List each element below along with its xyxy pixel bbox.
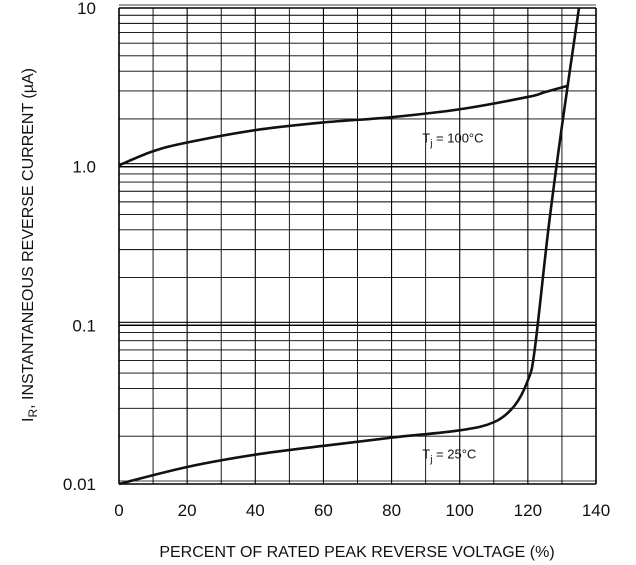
grid xyxy=(118,4,597,485)
x-tick-label: 100 xyxy=(446,501,474,520)
x-tick-label: 20 xyxy=(178,501,197,520)
annotations: Tj = 100°C Tj = 25°C xyxy=(422,131,483,466)
x-tick-label: 140 xyxy=(582,501,610,520)
y-axis-label: IR, INSTANTANEOUS REVERSE CURRENT (µA) xyxy=(20,68,40,422)
x-tick-label: 40 xyxy=(246,501,265,520)
curve-annotation: Tj = 100°C xyxy=(422,131,483,150)
y-tick-label: 0.01 xyxy=(63,475,96,494)
y-tick-label: 0.1 xyxy=(72,316,96,335)
series-line-2 xyxy=(118,7,581,486)
tick-labels: 0 20 40 60 80 100 120 140 0.01 0.1 1.0 10 xyxy=(63,0,610,520)
x-tick-label: 80 xyxy=(382,501,401,520)
x-tick-label: 0 xyxy=(114,501,123,520)
curves xyxy=(118,7,581,486)
curve-annotation: Tj = 25°C xyxy=(422,446,476,465)
x-tick-label: 60 xyxy=(314,501,333,520)
series-line-1 xyxy=(118,84,570,167)
y-tick-label: 10 xyxy=(77,0,96,18)
x-tick-label: 120 xyxy=(514,501,542,520)
y-tick-label: 1.0 xyxy=(72,158,96,177)
x-axis-label: PERCENT OF RATED PEAK REVERSE VOLTAGE (%… xyxy=(159,544,554,561)
